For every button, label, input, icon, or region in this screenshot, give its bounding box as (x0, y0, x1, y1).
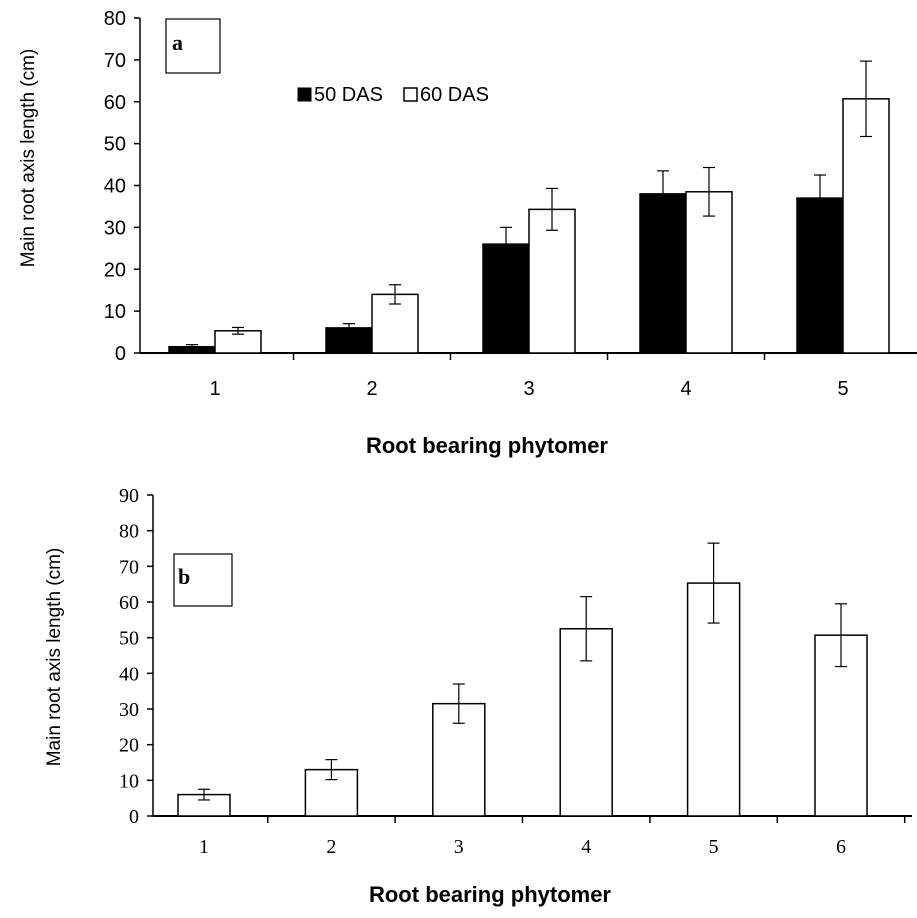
x-tick-label: 6 (836, 836, 846, 858)
bar-50-das-4 (639, 193, 687, 354)
x-tick-label: 4 (581, 836, 591, 858)
y-tick-label: 10 (104, 301, 126, 323)
legend-label-50-das: 50 DAS (314, 84, 383, 106)
y-tick-label: 70 (104, 50, 126, 72)
y-tick-label: 70 (119, 556, 139, 578)
chart-panel-a: 0 10 20 30 40 50 60 70 80 1 2 3 4 5 Root bearing phyto… (18, 8, 917, 458)
chart-panel-b: 0 10 20 30 40 50 60 70 80 90 1 2 3 4 5 6 Root bearing ph… (44, 485, 912, 907)
y-tick-label: 30 (104, 217, 126, 239)
y-tick-label: 10 (119, 770, 139, 792)
y-tick-label: 80 (104, 8, 126, 30)
legend-label-60-das: 60 DAS (420, 84, 489, 106)
y-tick-label: 90 (119, 485, 139, 507)
y-tick-label: 40 (104, 176, 126, 198)
y-tick-label: 0 (115, 343, 126, 365)
y-tick-label: 0 (129, 806, 139, 828)
x-axis-title: Root bearing phytomer (366, 433, 608, 458)
x-tick-label: 1 (209, 378, 220, 400)
y-tick-label: 20 (104, 259, 126, 281)
panel-label: a (172, 30, 183, 55)
x-tick-label: 4 (680, 378, 691, 400)
x-axis-title: Root bearing phytomer (369, 882, 611, 907)
x-tick-label: 2 (366, 378, 377, 400)
x-tick-label: 3 (454, 836, 464, 858)
y-tick-label: 80 (119, 521, 139, 543)
x-tick-label: 5 (709, 836, 719, 858)
y-tick-label: 60 (104, 92, 126, 114)
panel-label-box (165, 18, 221, 74)
panel-label: b (178, 564, 190, 589)
x-tick-label: 1 (199, 836, 209, 858)
x-tick-label: 2 (326, 836, 336, 858)
y-tick-label: 40 (119, 663, 139, 685)
y-tick-label: 20 (119, 735, 139, 757)
x-tick-label: 3 (523, 378, 534, 400)
panel-label-box (173, 553, 233, 607)
y-tick-label: 30 (119, 699, 139, 721)
bar-60-das-3 (528, 208, 576, 354)
legend-swatch-50-das (297, 87, 312, 102)
y-axis-title: Main root axis length (cm) (18, 49, 39, 268)
y-tick-label: 50 (119, 628, 139, 650)
bar-60-das-5 (842, 98, 890, 354)
y-tick-label: 50 (104, 134, 126, 156)
y-tick-label: 60 (119, 592, 139, 614)
legend-swatch-60-das (403, 87, 418, 102)
y-axis-title: Main root axis length (cm) (44, 548, 65, 767)
x-tick-label: 5 (837, 378, 848, 400)
